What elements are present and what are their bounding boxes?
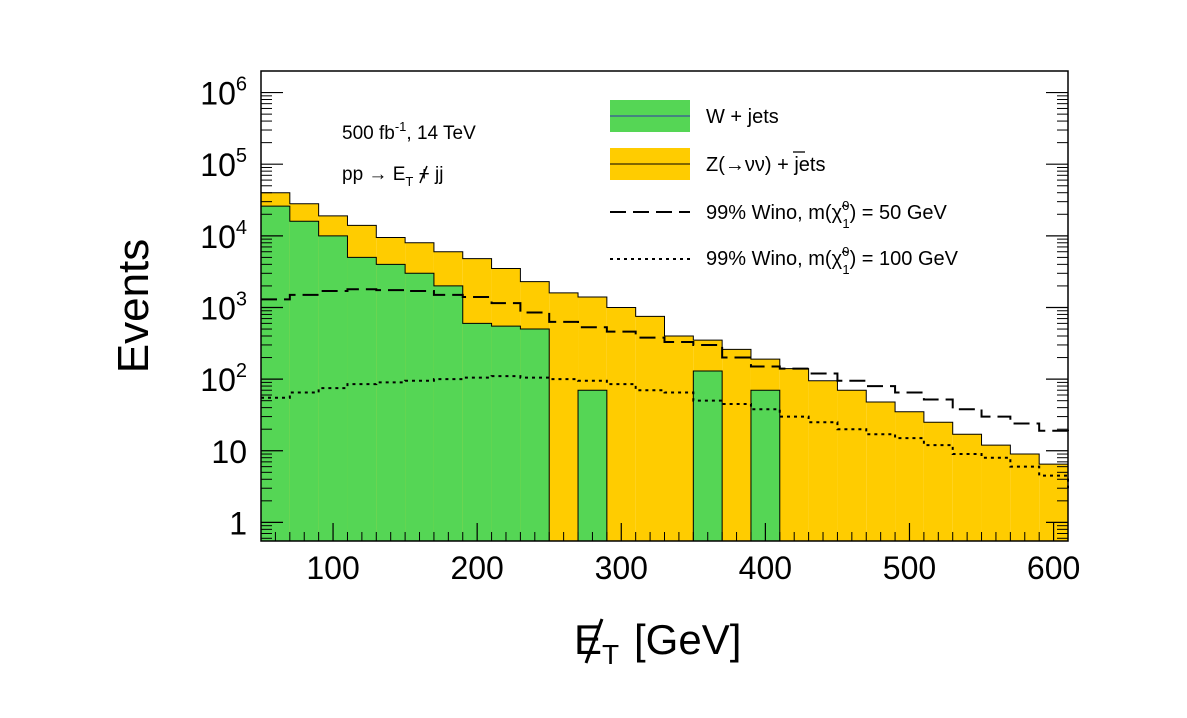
legend-label-wino50: 99% Wino, m(χ̃0 1) = 50 GeV (706, 198, 947, 231)
y-tick-label: 105 (200, 145, 247, 183)
x-axis-label-slash (584, 618, 604, 664)
x-tick-labels: 100 200 300 400 500 600 (306, 550, 1080, 586)
zjets-bar (664, 335, 694, 541)
y-tick-label-base: 10 (200, 362, 236, 398)
process-annotation: pp → ET + jj (342, 164, 443, 189)
wjets-bar (261, 206, 290, 542)
wjets-bar (462, 323, 492, 541)
zjets-bar (549, 292, 579, 541)
wino100-line (261, 375, 1069, 489)
y-tick-label-base: 10 (200, 76, 236, 112)
zjets-bar (895, 411, 924, 541)
zjets-bar (923, 422, 953, 541)
x-tick-label: 500 (883, 550, 936, 586)
zjets-bar (808, 380, 838, 541)
y-tick-label: 106 (200, 74, 247, 112)
wino100-suffix: ) = 100 GeV (850, 248, 959, 270)
process-met: E (393, 164, 406, 185)
wino100-prefix: 99% Wino, m( (706, 248, 832, 270)
process-sub: T (405, 174, 413, 189)
wjets-bar (750, 390, 780, 541)
lumi-text: 500 fb-1, 14 TeV (342, 119, 476, 144)
y-tick-label-base: 10 (200, 290, 236, 326)
zjets-outline (260, 192, 1069, 541)
y-tick-label-exp: 4 (236, 217, 247, 239)
wjets-bar (578, 390, 607, 541)
zjets-bar (606, 307, 636, 541)
legend-label-wjets: W + jets (706, 106, 779, 128)
y-tick-label: 10 (211, 434, 247, 470)
x-tick-label: 300 (595, 550, 648, 586)
lumi-exp: -1 (395, 119, 407, 134)
y-tick-label: 104 (200, 217, 247, 255)
process-suffix: + jj (413, 164, 443, 185)
wjets-bar (491, 326, 521, 541)
x-axis-label-unit: [GeV] (634, 616, 741, 663)
wjets-bar (693, 370, 723, 541)
y-tick-label: 103 (200, 288, 247, 326)
wjets-bar (405, 273, 434, 541)
y-tick-label-base: 1 (229, 505, 247, 541)
luminosity-annotation: 500 fb-1, 14 TeV (342, 119, 476, 144)
y-tick-label-base: 10 (200, 219, 236, 255)
axis-ticks (260, 70, 1069, 541)
y-tick-label-exp: 3 (236, 288, 247, 310)
x-axis-label-sub: T (602, 639, 619, 670)
x-tick-label: 200 (450, 550, 503, 586)
wino50-prefix: 99% Wino, m( (706, 202, 832, 224)
x-tick-label: 400 (739, 550, 792, 586)
y-tick-label-base: 10 (211, 434, 247, 470)
legend-label-wino100: 99% Wino, m(χ̃0 1) = 100 GeV (706, 244, 959, 277)
zjets-bar (1010, 454, 1040, 541)
zjets-bar (722, 349, 751, 541)
zjets-bar (635, 316, 665, 541)
wino50-sup: 0 (842, 198, 849, 213)
wjets-bar (520, 329, 550, 541)
zjets-bar (981, 445, 1011, 541)
wino50-suffix: ) = 50 GeV (850, 202, 948, 224)
histogram-layer (260, 192, 1069, 542)
wino50-sub: 1 (842, 216, 849, 231)
y-tick-label-exp: 6 (236, 74, 247, 96)
zjets-bar (779, 368, 809, 541)
wino50-line (261, 288, 1069, 437)
x-tick-label: 100 (306, 550, 359, 586)
wjets-bar (289, 221, 319, 542)
y-axis-label: Events (109, 239, 158, 374)
zjets-bar (866, 401, 896, 541)
legend: W + jets Z(→νν) + jets 99% Wino, m(χ̃0 1)… (610, 100, 959, 277)
wjets-bar (376, 264, 406, 541)
y-tick-label-exp: 2 (236, 360, 247, 382)
wjets-bar (433, 285, 463, 541)
legend-entry-wino100: 99% Wino, m(χ̃0 1) = 100 GeV (610, 244, 959, 277)
signal-lines-layer (261, 288, 1069, 489)
lumi-prefix: 500 fb (342, 123, 395, 144)
y-tick-label: 102 (200, 360, 247, 398)
x-tick-label: 600 (1027, 550, 1080, 586)
y-tick-label-exp: 5 (236, 145, 247, 167)
y-tick-label: 1 (229, 505, 247, 541)
x-axis-label: E T [GeV] (574, 616, 741, 670)
wjets-bar (347, 257, 377, 541)
process-prefix: pp → (342, 164, 393, 185)
zjets-bar (952, 434, 982, 541)
legend-entry-wjets: W + jets (610, 100, 779, 132)
lumi-suffix: , 14 TeV (406, 123, 476, 144)
process-met-slash (419, 165, 428, 184)
wino100-sub: 1 (842, 262, 849, 277)
legend-entry-zjets: Z(→νν) + jets (610, 148, 825, 180)
legend-label-zjets: Z(→νν) + jets (706, 154, 825, 176)
y-tick-label-base: 10 (200, 147, 236, 183)
legend-entry-wino50: 99% Wino, m(χ̃0 1) = 50 GeV (610, 198, 947, 231)
wino100-sup: 0 (842, 244, 849, 259)
zjets-bar (837, 390, 867, 541)
